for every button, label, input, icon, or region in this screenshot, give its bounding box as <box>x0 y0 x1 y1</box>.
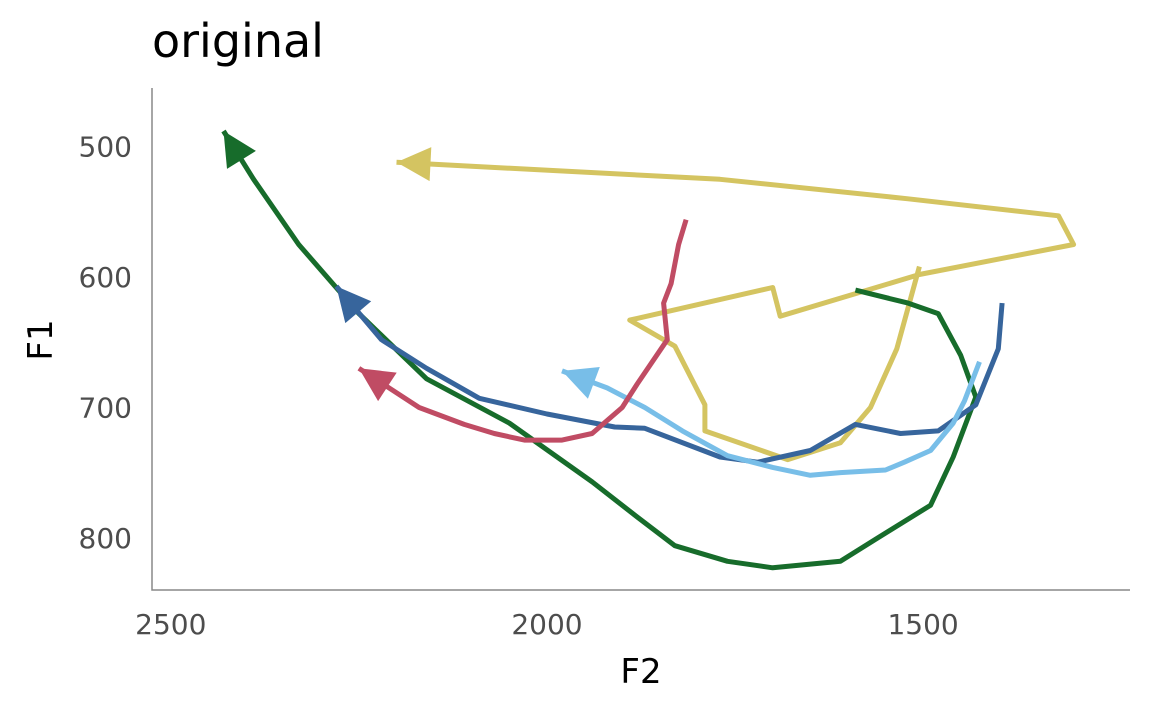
series-arrowhead-5 <box>358 368 397 402</box>
series-layer <box>221 129 1077 571</box>
series-arrowhead-1 <box>396 147 432 182</box>
axis-lines <box>151 88 1130 591</box>
x-tick-label: 1500 <box>887 608 958 641</box>
y-tick-label: 500 <box>79 131 132 164</box>
x-tick-labels: 2500 2000 1500 <box>135 608 959 641</box>
series-line-4 <box>561 360 982 478</box>
series-line-1 <box>396 159 1077 463</box>
y-tick-labels: 500 600 700 800 <box>79 131 132 555</box>
x-tick-label: 2000 <box>511 608 582 641</box>
series-line-5 <box>357 218 689 443</box>
chart-title: original <box>152 14 324 68</box>
y-axis-title: F1 <box>21 319 61 360</box>
x-tick-label: 2500 <box>135 608 206 641</box>
series-arrowhead-4 <box>562 367 600 399</box>
series-arrowhead-3 <box>336 286 372 324</box>
series-arrowhead-2 <box>223 131 256 169</box>
y-tick-label: 600 <box>79 261 132 294</box>
x-axis-title: F2 <box>620 652 661 692</box>
y-tick-label: 800 <box>79 522 132 555</box>
y-tick-label: 700 <box>79 391 132 424</box>
